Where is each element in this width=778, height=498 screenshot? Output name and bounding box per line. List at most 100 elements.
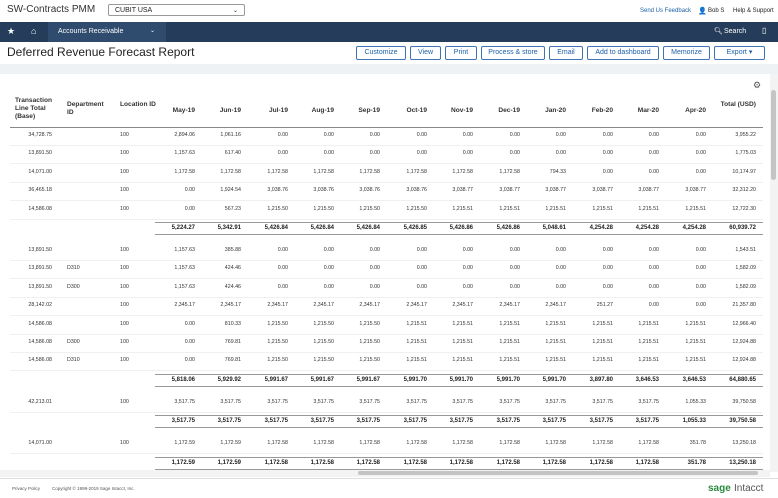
table-cell: 0.00	[462, 247, 473, 253]
module-tab[interactable]	[48, 22, 166, 42]
table-cell: 1,215.51	[406, 357, 427, 364]
subtotal-cell: 1,172.58	[310, 459, 334, 466]
table-cell: 1,215.51	[545, 205, 566, 212]
table-cell: 14,586.08	[28, 357, 52, 364]
table-cell: 1,215.51	[452, 357, 473, 364]
table-cell: 36,465.18	[28, 187, 52, 194]
table-cell: 0.00	[602, 132, 613, 138]
table-cell: 3,517.75	[406, 398, 427, 405]
table-cell: 1,172.58	[406, 440, 427, 447]
table-cell: 12,924.88	[732, 357, 756, 364]
table-cell: 0.00	[184, 339, 195, 345]
settings-gear[interactable]: ⚙	[753, 80, 762, 90]
table-cell: 14,586.08	[28, 320, 52, 327]
search-button[interactable]: Search	[724, 28, 747, 35]
entity-select[interactable]: CUBIT USA ⌄	[108, 4, 245, 16]
subtotal-cell: 5,426.85	[403, 225, 427, 231]
table-cell: 1,215.51	[638, 357, 659, 364]
report-button[interactable]: Process & store	[481, 46, 545, 60]
table-cell: 1,215.50	[359, 357, 380, 364]
bookmark-icon[interactable]: ▯	[762, 26, 767, 35]
table-cell: 1,172.58	[174, 168, 195, 175]
table-cell: 100	[120, 187, 129, 194]
table-cell: 0.00	[509, 150, 520, 157]
table-cell: 794.33	[549, 168, 566, 175]
table-cell: 3,038.77	[452, 187, 473, 194]
help-link[interactable]: Help & Support	[733, 8, 774, 14]
report-button[interactable]: Add to dashboard	[587, 46, 659, 60]
subtotal-cell: 3,646.53	[635, 376, 659, 383]
report-button[interactable]: Export ▾	[714, 46, 765, 60]
table-cell: 1,215.51	[592, 320, 613, 327]
report-button[interactable]: Email	[549, 46, 583, 60]
table-cell: 2,345.17	[452, 302, 473, 309]
privacy-link[interactable]: Privacy Policy	[12, 486, 41, 491]
table-cell: 1,582.09	[735, 283, 756, 290]
table-cell: 1,215.50	[267, 357, 288, 364]
table-cell: 0.00	[416, 283, 427, 290]
table-cell: 1,215.50	[359, 205, 380, 212]
table-cell: 1,172.58	[545, 440, 566, 447]
table-cell: 3,517.75	[638, 398, 659, 405]
table-cell: 100	[120, 247, 129, 253]
table-cell: 810.33	[224, 320, 241, 327]
table-cell: 2,345.17	[545, 302, 566, 309]
table-cell: 0.00	[602, 168, 613, 175]
table-cell: 1,215.51	[592, 205, 613, 212]
table-cell: 0.00	[648, 283, 659, 290]
table-cell: 1,215.50	[359, 320, 380, 327]
table-cell: 3,517.75	[313, 398, 334, 405]
table-cell: 0.00	[602, 247, 613, 253]
brand-intacct: Intacct	[734, 483, 764, 494]
table-cell: 0.00	[602, 265, 613, 272]
subtotal-cell: 5,818.06	[171, 376, 195, 383]
subtotal-cell: 5,426.84	[264, 225, 288, 231]
report-button[interactable]: View	[410, 46, 441, 60]
star-icon[interactable]: ★	[7, 26, 16, 36]
module-caret: ⌄	[150, 28, 156, 34]
table-cell: 0.00	[369, 150, 380, 157]
table-cell: 1,172.58	[313, 440, 334, 447]
subtotal-cell: 3,517.75	[496, 418, 520, 425]
report-button[interactable]: Memorize	[663, 46, 710, 60]
h-scroll-thumb[interactable]	[358, 471, 758, 475]
table-cell: 1,215.51	[685, 339, 706, 345]
table-cell: 1,172.58	[359, 168, 380, 175]
column-header: Feb-20	[591, 107, 613, 114]
table-cell: 0.00	[184, 320, 195, 327]
table-cell: 3,038.77	[499, 187, 520, 194]
subtotal-cell: 1,055.33	[682, 418, 706, 425]
table-cell: 13,891.50	[28, 283, 52, 290]
table-cell: 14,586.08	[28, 339, 52, 345]
table-cell: 100	[120, 302, 129, 309]
table-cell: 0.00	[184, 205, 195, 212]
subtotal-cell: 3,517.75	[403, 418, 427, 425]
table-cell: 769.81	[224, 339, 241, 345]
table-cell: 1,582.09	[735, 265, 756, 272]
table-cell: 1,543.51	[735, 247, 756, 253]
table-cell: 251.27	[596, 302, 613, 309]
subtotal-cell: 1,172.59	[217, 459, 241, 466]
home-icon[interactable]: ⌂	[31, 26, 37, 36]
subtotal-cell: 351.78	[687, 459, 706, 466]
user-menu[interactable]: Bob S	[708, 8, 725, 14]
table-cell: 42,213.01	[28, 398, 52, 405]
button-label: Customize	[364, 49, 398, 56]
subtotal-cell: 1,172.59	[171, 459, 195, 466]
column-header: Location ID	[120, 101, 156, 108]
table-cell: 0.00	[277, 247, 288, 253]
row-rule	[10, 296, 763, 298]
feedback-link[interactable]: Send Us Feedback	[640, 8, 692, 14]
subtotal-cell: 5,342.91	[217, 225, 241, 231]
subtotal-cell: 5,991.67	[310, 376, 334, 383]
subtotal-cell: 1,172.58	[403, 459, 427, 466]
user-icon: 👤	[698, 8, 707, 15]
table-cell: 14,586.08	[28, 205, 52, 212]
column-header: Oct-19	[406, 107, 427, 114]
report-button[interactable]: Print	[445, 46, 477, 60]
subtotal-rule	[155, 415, 763, 417]
report-button[interactable]: Customize	[356, 46, 406, 60]
table-cell: 1,215.50	[359, 339, 380, 345]
table-cell: 0.00	[416, 265, 427, 272]
v-scroll-thumb[interactable]	[771, 90, 776, 180]
